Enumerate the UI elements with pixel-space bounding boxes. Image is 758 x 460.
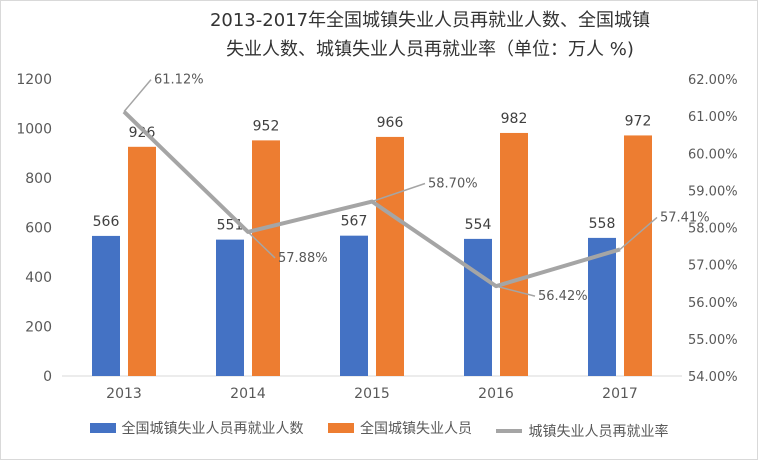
bar-unemployed — [252, 140, 280, 376]
y-right-tick-label: 62.00% — [688, 73, 738, 88]
bar-unemployed — [128, 146, 156, 376]
chart-title-line-1: 2013-2017年全国城镇失业人员再就业人数、全国城镇 — [209, 10, 651, 31]
bar-label-reemployed: 558 — [589, 216, 616, 232]
legend-label-rate: 城镇失业人员再就业率 — [528, 424, 669, 440]
line-label-rate: 56.42% — [538, 289, 588, 304]
bar-unemployed — [376, 136, 404, 376]
y-left-tick-label: 200 — [25, 320, 52, 336]
bar-reemployed — [216, 239, 244, 376]
line-label-leader — [123, 79, 152, 113]
bar-unemployed — [500, 132, 528, 376]
y-left-tick-label: 400 — [25, 270, 52, 286]
bar-reemployed — [464, 238, 492, 376]
line-label-leader — [247, 231, 276, 259]
legend-label-unemployed: 全国城镇失业人员 — [360, 421, 472, 437]
y-right-tick-label: 58.00% — [688, 222, 738, 237]
y-left-tick-label: 0 — [43, 369, 52, 385]
legend-swatch-unemployed — [328, 423, 354, 433]
y-left-tick-label: 600 — [25, 221, 52, 237]
y-right-tick-label: 56.00% — [688, 296, 738, 311]
bar-label-unemployed: 982 — [501, 111, 528, 127]
x-tick-label: 2017 — [602, 386, 638, 402]
chart-title: 2013-2017年全国城镇失业人员再就业人数、全国城镇 失业人数、城镇失业人员… — [150, 6, 710, 64]
bar-unemployed — [624, 135, 652, 376]
bar-reemployed — [92, 235, 120, 376]
y-right-tick-label: 60.00% — [688, 147, 738, 162]
x-tick-label: 2014 — [230, 386, 266, 402]
line-rate — [122, 110, 621, 289]
y-right-tick-label: 61.00% — [688, 110, 738, 125]
bar-label-reemployed: 567 — [341, 214, 368, 230]
legend-item-unemployed: 全国城镇失业人员 — [328, 418, 472, 438]
line-label-rate: 58.70% — [428, 177, 478, 192]
line-label-leader — [495, 285, 536, 297]
y-left-tick-label: 1000 — [16, 122, 52, 138]
x-tick-label: 2016 — [478, 386, 514, 402]
line-label-rate: 57.41% — [660, 210, 710, 225]
x-tick-label: 2015 — [354, 386, 390, 402]
bar-label-unemployed: 972 — [625, 113, 652, 129]
line-label-leader — [371, 182, 426, 203]
y-left-tick-label: 800 — [25, 171, 52, 187]
y-right-tick-label: 55.00% — [688, 333, 738, 348]
y-left-tick-label: 1200 — [16, 72, 52, 88]
line-label-rate: 57.88% — [278, 251, 328, 266]
legend-swatch-rate — [496, 429, 523, 433]
legend-item-rate: 城镇失业人员再就业率 — [496, 421, 668, 441]
legend-label-reemployed: 全国城镇失业人员再就业人数 — [121, 421, 304, 437]
bar-label-reemployed: 554 — [465, 217, 492, 233]
y-right-tick-label: 59.00% — [688, 184, 738, 199]
bar-label-unemployed: 952 — [253, 118, 280, 134]
legend-item-reemployed: 全国城镇失业人员再就业人数 — [89, 418, 304, 438]
line-label-rate: 61.12% — [154, 73, 204, 88]
legend-swatch-reemployed — [89, 423, 116, 433]
bar-reemployed — [588, 237, 616, 376]
legend: 全国城镇失业人员再就业人数 全国城镇失业人员 城镇失业人员再就业率 — [0, 418, 758, 441]
y-right-tick-label: 54.00% — [688, 370, 738, 385]
line-label-leader — [619, 216, 658, 250]
bar-label-unemployed: 966 — [377, 115, 404, 131]
x-tick-label: 2013 — [106, 386, 142, 402]
y-right-tick-label: 57.00% — [688, 259, 738, 274]
bar-reemployed — [340, 235, 368, 376]
bar-label-reemployed: 566 — [93, 214, 120, 230]
chart-title-line-2: 失业人数、城镇失业人员再就业率（单位：万人 %) — [226, 39, 634, 60]
